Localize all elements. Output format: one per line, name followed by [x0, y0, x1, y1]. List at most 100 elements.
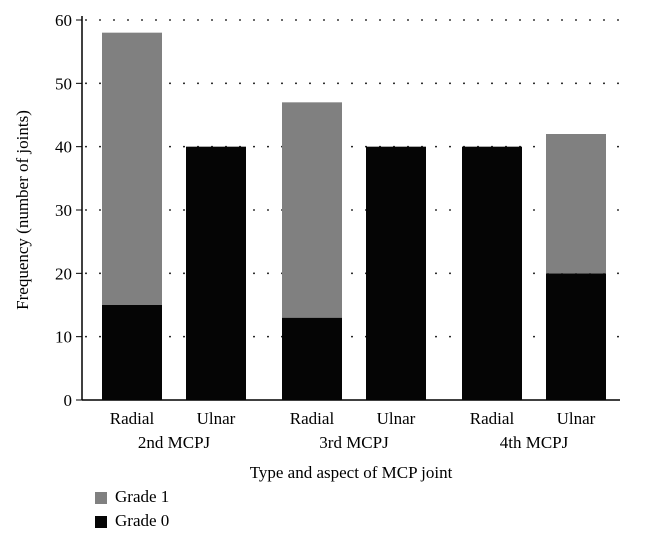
grid-dot	[435, 209, 437, 211]
bar-segment-grade0	[102, 305, 162, 400]
grid-dot	[603, 19, 605, 21]
y-tick-label: 10	[55, 328, 72, 347]
x-item-label: Radial	[290, 409, 335, 428]
grid-dot	[533, 336, 535, 338]
x-group-label: 2nd MCPJ	[138, 433, 211, 452]
grid-dot	[267, 209, 269, 211]
grid-dot	[99, 272, 101, 274]
grid-dot	[253, 82, 255, 84]
grid-dot	[449, 82, 451, 84]
grid-dot	[491, 19, 493, 21]
grid-dot	[281, 19, 283, 21]
grid-dot	[393, 19, 395, 21]
grid-dot	[351, 19, 353, 21]
grid-dot	[295, 19, 297, 21]
grid-dot	[309, 82, 311, 84]
grid-dot	[575, 19, 577, 21]
grid-dot	[85, 82, 87, 84]
y-tick-label: 40	[55, 138, 72, 157]
grid-dot	[239, 82, 241, 84]
grid-dot	[589, 19, 591, 21]
y-tick-label: 30	[55, 201, 72, 220]
grid-dot	[99, 336, 101, 338]
grid-dot	[351, 82, 353, 84]
grid-dot	[99, 209, 101, 211]
bar-segment-grade1	[102, 33, 162, 305]
grid-dot	[379, 19, 381, 21]
grid-dot	[253, 336, 255, 338]
grid-dot	[99, 82, 101, 84]
grid-dot	[183, 209, 185, 211]
grid-dot	[505, 82, 507, 84]
legend-swatch-grade0	[95, 516, 107, 528]
grid-dot	[351, 146, 353, 148]
grid-dot	[169, 209, 171, 211]
bar-segment-grade1	[282, 102, 342, 317]
grid-dot	[505, 19, 507, 21]
grid-dot	[575, 82, 577, 84]
grid-dot	[183, 146, 185, 148]
x-item-label: Ulnar	[197, 409, 236, 428]
x-axis-title: Type and aspect of MCP joint	[250, 463, 453, 482]
grid-dot	[435, 336, 437, 338]
bar-segment-grade0	[546, 273, 606, 400]
grid-dot	[561, 82, 563, 84]
grid-dot	[85, 19, 87, 21]
grid-dot	[169, 336, 171, 338]
legend-swatch-grade1	[95, 492, 107, 504]
grid-dot	[183, 19, 185, 21]
grid-dot	[603, 82, 605, 84]
grid-dot	[295, 82, 297, 84]
grid-dot	[365, 19, 367, 21]
grid-dot	[463, 19, 465, 21]
y-axis-title: Frequency (number of joints)	[13, 110, 32, 310]
grid-dot	[253, 146, 255, 148]
grid-dot	[533, 19, 535, 21]
grid-dot	[99, 19, 101, 21]
grid-dot	[477, 19, 479, 21]
grid-dot	[169, 82, 171, 84]
grid-dot	[183, 82, 185, 84]
grid-dot	[421, 19, 423, 21]
bar-segment-grade0	[186, 147, 246, 400]
grid-dot	[407, 82, 409, 84]
y-tick-label: 20	[55, 264, 72, 283]
grid-dot	[617, 146, 619, 148]
grid-dot	[169, 272, 171, 274]
grid-dot	[85, 209, 87, 211]
y-tick-label: 0	[64, 391, 73, 410]
grid-dot	[365, 82, 367, 84]
grid-dot	[267, 272, 269, 274]
grid-dot	[253, 19, 255, 21]
grid-dot	[533, 82, 535, 84]
grid-dot	[449, 19, 451, 21]
grid-dot	[435, 19, 437, 21]
grid-dot	[337, 82, 339, 84]
grid-dot	[211, 82, 213, 84]
grid-dot	[267, 146, 269, 148]
grid-dot	[253, 209, 255, 211]
grid-dot	[379, 82, 381, 84]
grid-dot	[491, 82, 493, 84]
grid-dot	[617, 209, 619, 211]
grid-dot	[449, 272, 451, 274]
grid-dot	[197, 82, 199, 84]
grid-dot	[267, 82, 269, 84]
bar-segment-grade0	[366, 147, 426, 400]
bar-segment-grade0	[462, 147, 522, 400]
grid-dot	[351, 209, 353, 211]
grid-dot	[267, 19, 269, 21]
grid-dot	[85, 146, 87, 148]
grid-dot	[617, 336, 619, 338]
grid-dot	[477, 82, 479, 84]
grid-dot	[309, 19, 311, 21]
grid-dot	[253, 272, 255, 274]
x-item-label: Radial	[110, 409, 155, 428]
grid-dot	[407, 19, 409, 21]
grid-dot	[533, 272, 535, 274]
grid-dot	[127, 19, 129, 21]
grid-dot	[421, 82, 423, 84]
grid-dot	[617, 19, 619, 21]
grid-dot	[281, 82, 283, 84]
grid-dot	[449, 209, 451, 211]
